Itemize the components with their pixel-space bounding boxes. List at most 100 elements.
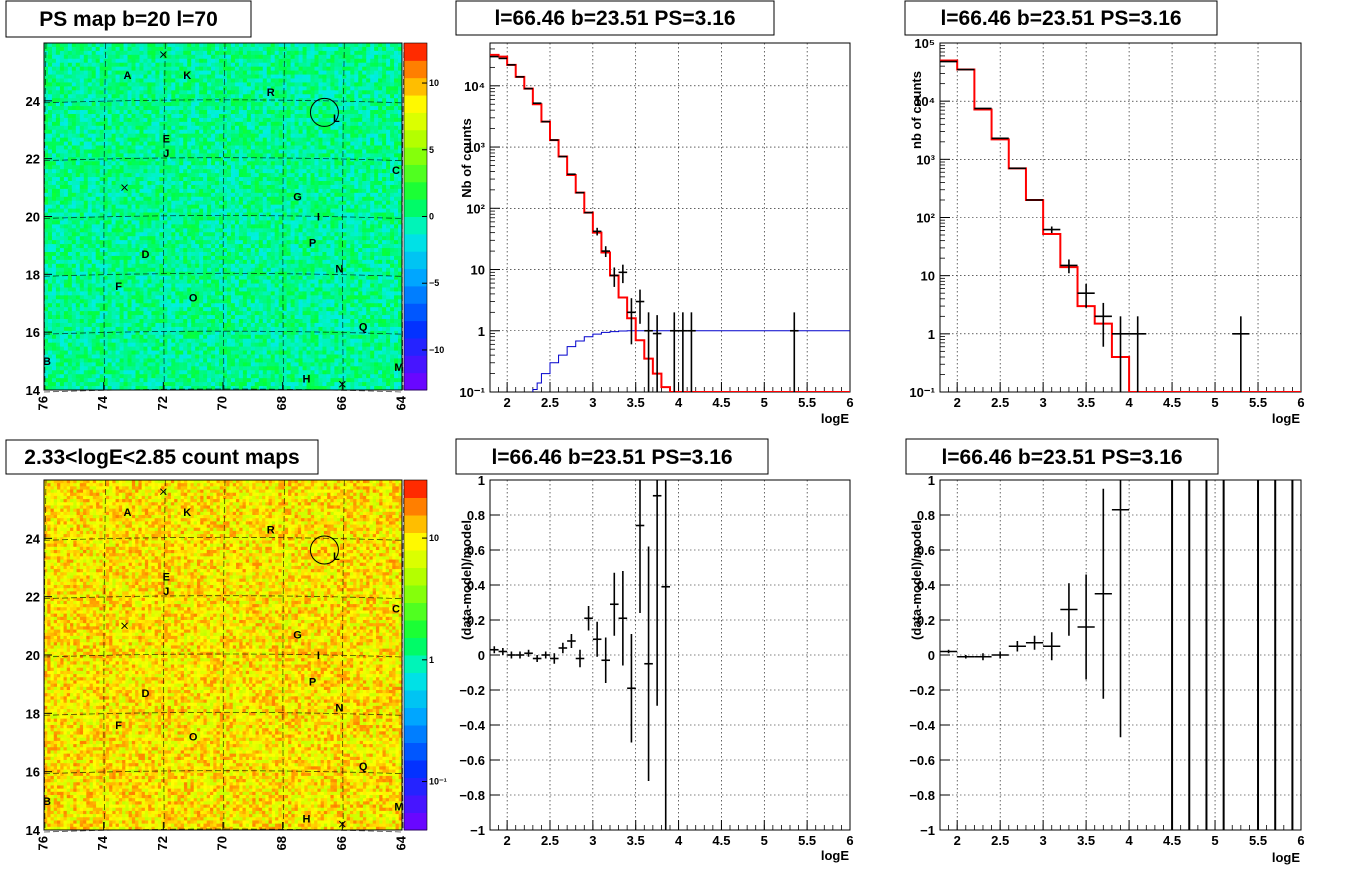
psmap-pixel <box>362 62 367 68</box>
psmap-pixel <box>87 121 93 127</box>
psmap-pixel <box>234 54 240 60</box>
psmap-pixel <box>167 192 172 198</box>
psmap-pixel <box>350 224 355 229</box>
psmap-pixel <box>95 149 101 155</box>
psmap-pixel <box>358 177 363 182</box>
psmap-pixel <box>234 102 240 107</box>
psmap-pixel <box>282 200 288 206</box>
psmap-pixel <box>262 117 268 123</box>
psmap-pixel <box>91 94 97 99</box>
psmap-pixel <box>354 196 359 202</box>
psmap-pixel <box>179 141 184 147</box>
psmap-pixel <box>318 248 324 253</box>
psmap-pixel <box>83 181 89 186</box>
psmap-pixel <box>63 98 69 103</box>
psmap-pixel <box>366 192 371 198</box>
psmap-pixel <box>131 43 137 48</box>
psmap-pixel <box>338 153 343 158</box>
psmap-pixel <box>115 43 121 48</box>
psmap-pixel <box>55 244 61 249</box>
psmap-pixel <box>91 117 97 123</box>
psmap-pixel <box>354 106 359 111</box>
psmap-pixel <box>270 106 276 111</box>
psmap-pixel <box>294 43 300 48</box>
psmap-pixel <box>294 251 300 257</box>
psmap-pixel <box>115 46 121 52</box>
psmap-pixel <box>234 106 240 111</box>
psmap-pixel <box>115 173 121 178</box>
psmap-pixel <box>378 192 383 198</box>
psmap-pixel <box>274 90 280 95</box>
psmap-pixel <box>75 212 81 218</box>
psmap-pixel <box>338 78 343 84</box>
psmap-pixel <box>195 117 200 123</box>
psmap-pixel <box>75 224 81 229</box>
psmap-pixel <box>187 259 192 265</box>
psmap-pixel <box>171 212 176 218</box>
psmap-pixel <box>302 94 308 99</box>
psmap-pixel <box>167 228 172 233</box>
psmap-pixel <box>143 113 149 119</box>
psmap-pixel <box>290 129 296 135</box>
psmap-pixel <box>187 255 192 261</box>
psmap-pixel <box>63 236 69 241</box>
psmap-pixel <box>107 220 113 225</box>
psmap-pixel <box>334 204 339 210</box>
psmap-pixel <box>386 58 391 64</box>
psmap-pixel <box>199 141 204 147</box>
psmap-pixel <box>75 43 81 48</box>
psmap-pixel <box>147 66 152 72</box>
psmap-pixel <box>223 248 228 253</box>
psmap-pixel <box>334 43 339 48</box>
psmap-pixel <box>298 86 304 91</box>
psmap-pixel <box>310 43 316 48</box>
psmap-pixel <box>326 248 331 253</box>
psmap-pixel <box>398 141 402 147</box>
psmap-pixel <box>354 216 359 222</box>
psmap-pixel <box>306 58 312 64</box>
psmap-pixel <box>370 244 375 249</box>
psmap-pixel <box>223 129 228 135</box>
psmap-pixel <box>143 145 149 151</box>
psmap-pixel <box>270 137 276 143</box>
psmap-pixel <box>298 192 304 198</box>
psmap-pixel <box>223 220 228 225</box>
psmap-pixel <box>191 157 196 162</box>
psmap-pixel <box>370 86 375 91</box>
psmap-pixel <box>362 181 367 186</box>
psmap-pixel <box>79 232 85 237</box>
psmap-pixel <box>187 232 192 237</box>
psmap-pixel <box>242 106 248 111</box>
psmap-pixel <box>55 216 61 222</box>
psmap-pixel <box>131 129 137 135</box>
psmap-pixel <box>238 248 244 253</box>
psmap-pixel <box>155 169 160 174</box>
psmap-pixel <box>63 102 69 107</box>
psmap-pixel <box>250 133 256 139</box>
psmap-pixel <box>358 98 363 103</box>
psmap-pixel <box>199 117 204 123</box>
psmap-pixel <box>171 220 176 225</box>
psmap-pixel <box>318 157 324 162</box>
psmap-pixel <box>262 94 268 99</box>
psmap-pixel <box>211 232 216 237</box>
psmap-pixel <box>223 145 228 151</box>
psmap-pixel <box>203 141 208 147</box>
psmap-pixel <box>346 113 351 119</box>
psmap-pixel <box>374 228 379 233</box>
psmap-pixel <box>294 141 300 147</box>
psmap-pixel <box>115 181 121 186</box>
psmap-pixel <box>338 161 343 166</box>
psmap-pixel <box>226 137 232 143</box>
psmap-pixel <box>83 94 89 99</box>
psmap-pixel <box>155 121 160 127</box>
psmap-pixel <box>44 240 49 245</box>
psmap-pixel <box>342 121 347 127</box>
psmap-pixel <box>226 133 232 139</box>
psmap-pixel <box>131 216 137 222</box>
psmap-pixel <box>314 161 320 166</box>
psmap-pixel <box>135 102 141 107</box>
psmap-pixel <box>199 232 204 237</box>
psmap-pixel <box>179 169 184 174</box>
psmap-pixel <box>127 145 133 151</box>
